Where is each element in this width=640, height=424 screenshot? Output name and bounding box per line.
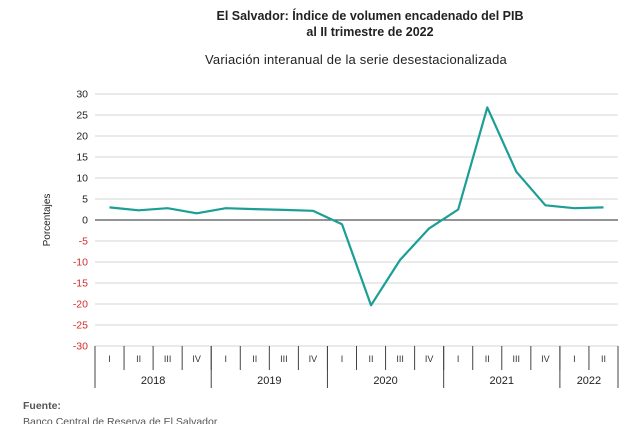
y-tick-label: 25 <box>76 110 88 122</box>
grid-layer <box>95 93 618 347</box>
x-tick-label: II <box>252 354 257 364</box>
x-tick-label: I <box>108 354 111 364</box>
y-tick-label: 30 <box>76 89 88 101</box>
y-tick-label: 10 <box>76 173 88 185</box>
y-tick-label: 20 <box>76 131 88 143</box>
y-tick-label: 5 <box>82 194 88 206</box>
y-axis-label: Porcentajes <box>42 194 53 247</box>
x-tick-label: II <box>136 354 141 364</box>
x-tick-label: I <box>573 354 576 364</box>
x-tick-label: IV <box>192 354 201 364</box>
x-tick-label: III <box>513 354 521 364</box>
x-tick-label: I <box>341 354 344 364</box>
year-label: 2019 <box>257 375 281 387</box>
y-tick-label: -30 <box>73 341 88 353</box>
chart-title-line-2: al II trimestre de 2022 <box>306 25 433 39</box>
x-tick-label: IV <box>541 354 550 364</box>
source-label: Fuente: <box>23 400 61 412</box>
series-layer <box>109 106 604 307</box>
x-tick-label: IV <box>309 354 318 364</box>
y-tick-label: 15 <box>76 152 88 164</box>
x-tick-label: II <box>601 354 606 364</box>
y-tick-label: -25 <box>73 320 88 332</box>
chart-subtitle: Variación interanual de la serie desesta… <box>205 52 507 67</box>
x-tick-label: IV <box>425 354 434 364</box>
year-label: 2021 <box>490 375 514 387</box>
x-tick-label: III <box>396 354 404 364</box>
year-label: 2018 <box>141 375 165 387</box>
year-label: 2020 <box>373 375 397 387</box>
x-tick-label: III <box>164 354 172 364</box>
x-tick-label: II <box>369 354 374 364</box>
y-tick-label: -10 <box>73 257 88 269</box>
y-tick-label: 0 <box>82 215 88 227</box>
series-line <box>109 106 604 307</box>
chart-title-line-1: El Salvador: Índice de volumen encadenad… <box>216 8 523 23</box>
x-tick-label: I <box>457 354 460 364</box>
y-tick-label: -5 <box>79 236 88 248</box>
y-axis-ticks: 30 25 20 15 10 5 0 -5 -10 -15 -20 -25 -30 <box>73 89 88 353</box>
x-tick-label: I <box>224 354 227 364</box>
x-tick-label: III <box>280 354 288 364</box>
x-tick-label: II <box>485 354 490 364</box>
y-tick-label: -20 <box>73 299 88 311</box>
y-tick-label: -15 <box>73 278 88 290</box>
year-label: 2022 <box>577 375 601 387</box>
source-text: Banco Central de Reserva de El Salvador <box>23 416 218 424</box>
